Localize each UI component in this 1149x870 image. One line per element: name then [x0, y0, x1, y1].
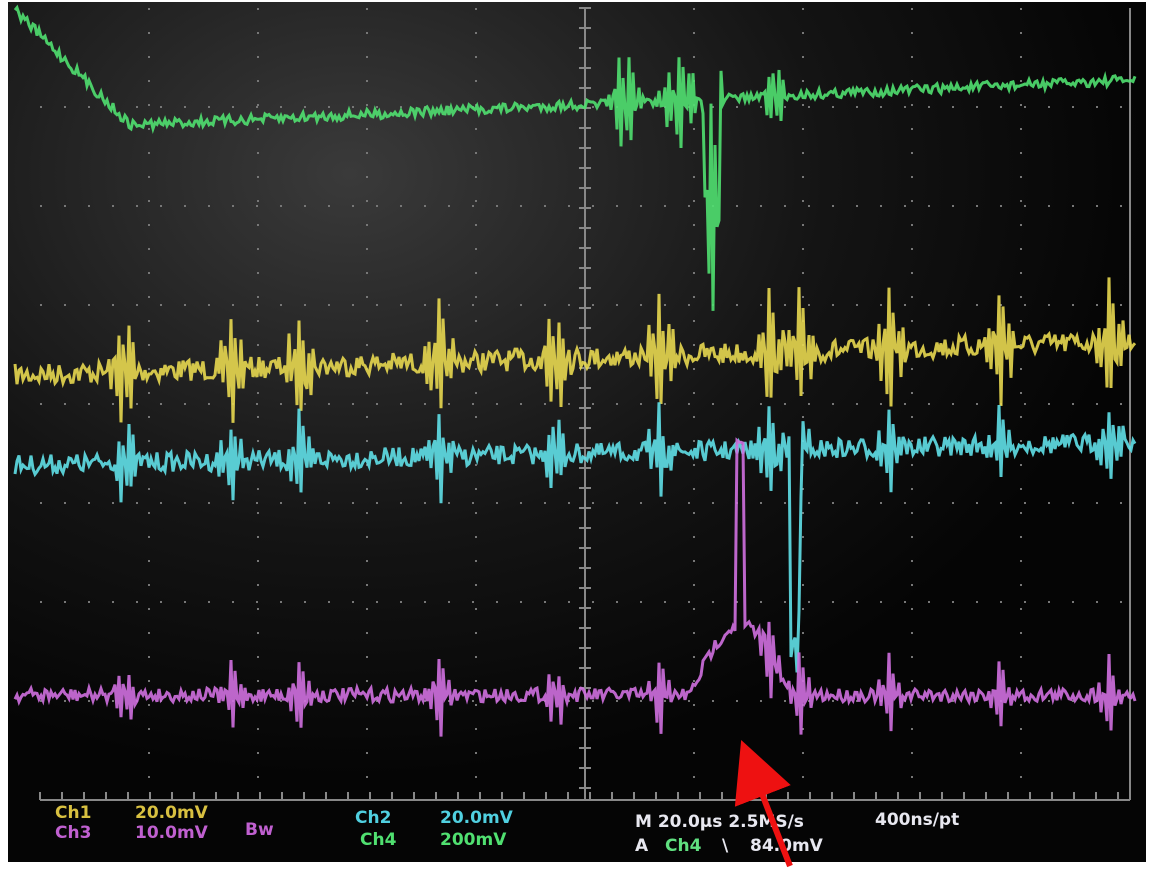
ch4-label: Ch4 [360, 830, 397, 850]
ch3-label: Ch3 [55, 823, 91, 843]
screen [8, 2, 1146, 862]
oscilloscope-photo: Ch1 20.0mV Ch3 10.0mV Bw Ch2 20.0mV Ch4 … [0, 0, 1149, 870]
trigger-slope: \ [722, 836, 729, 856]
ch2-scale: 20.0mV [440, 808, 514, 828]
trigger-mode: A [635, 836, 649, 856]
trigger-source: Ch4 [665, 836, 702, 856]
ch3-bandwidth: Bw [245, 820, 274, 840]
ch1-label: Ch1 [55, 803, 91, 823]
ch3-scale: 10.0mV [135, 823, 209, 843]
resolution: 400ns/pt [875, 810, 959, 830]
ch4-scale: 200mV [440, 830, 507, 850]
ch1-scale: 20.0mV [135, 803, 209, 823]
ch2-label: Ch2 [355, 808, 391, 828]
